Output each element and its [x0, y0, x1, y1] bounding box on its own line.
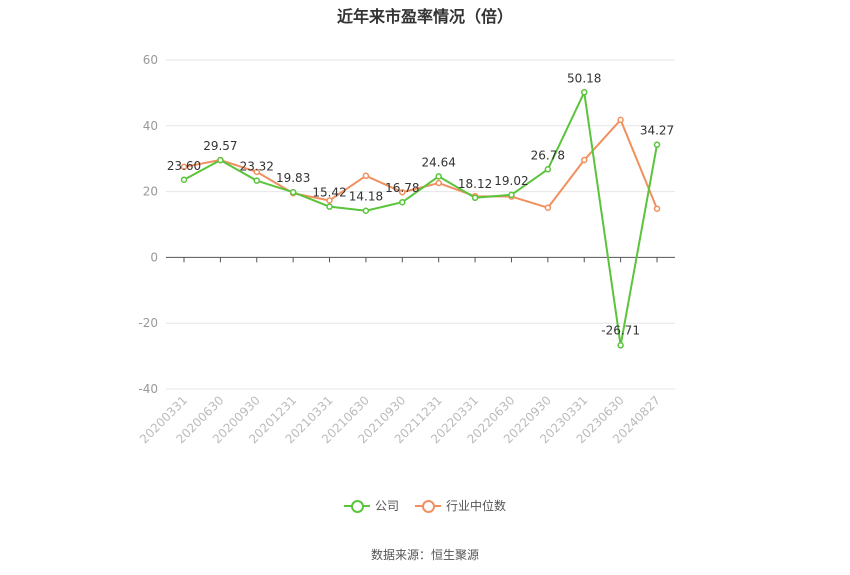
- point-company: [289, 188, 297, 196]
- data-label-company: 15.42: [312, 186, 346, 200]
- y-tick-label: -40: [138, 382, 158, 396]
- legend-label-company: 公司: [374, 499, 399, 513]
- point-industry-median: [544, 204, 552, 211]
- data-label-company: 19.02: [494, 174, 528, 188]
- data-label-company: 14.18: [349, 190, 383, 204]
- series-layer: [180, 89, 661, 349]
- point-company: [508, 191, 515, 199]
- data-label-company: 16.78: [385, 181, 419, 195]
- point-company: [253, 177, 261, 184]
- legend-item-industry-median[interactable]: 行业中位数: [415, 497, 506, 514]
- y-tick-label: 40: [143, 119, 158, 133]
- point-company: [326, 203, 333, 210]
- point-company: [217, 156, 224, 164]
- data-label-company: 34.27: [640, 124, 674, 138]
- data-label-company: -26.71: [601, 323, 640, 337]
- point-company: [362, 207, 370, 214]
- source-note: 数据来源：恒生聚源: [370, 548, 479, 562]
- data-label-company: 26.78: [531, 148, 565, 162]
- point-company: [653, 141, 661, 148]
- point-industry-median: [326, 197, 333, 204]
- data-label-company: 24.64: [422, 155, 456, 169]
- point-company: [580, 89, 588, 96]
- point-company: [617, 342, 624, 349]
- data-label-company: 23.60: [167, 159, 201, 173]
- point-company: [471, 194, 479, 202]
- point-company: [544, 166, 552, 173]
- data-label-company: 50.18: [567, 71, 601, 85]
- legend-label-industry-median: 行业中位数: [446, 499, 507, 513]
- y-tick-label: 0: [150, 250, 158, 264]
- point-industry-median: [180, 163, 188, 171]
- legend-item-company[interactable]: 公司: [343, 497, 399, 514]
- point-industry-median: [653, 205, 661, 212]
- series-line-company: [183, 91, 658, 347]
- data-label-company: 29.57: [203, 139, 237, 153]
- point-company: [435, 173, 442, 180]
- legend-swatch-industry-median: [415, 499, 441, 513]
- grid-lines: [166, 59, 675, 390]
- point-company: [399, 198, 406, 206]
- y-tick-label: -20: [138, 316, 158, 330]
- point-industry-median: [399, 189, 406, 196]
- point-industry-median: [253, 168, 261, 176]
- axes: -40-200204060202003312020063020200930202…: [137, 53, 663, 446]
- legend: 公司 行业中位数: [0, 497, 850, 514]
- point-company: [180, 176, 188, 184]
- point-industry-median: [362, 172, 370, 180]
- data-label-company: 18.12: [458, 177, 492, 191]
- point-industry-median: [580, 156, 588, 164]
- y-tick-label: 20: [143, 185, 158, 199]
- series-line-industry-median: [183, 118, 658, 210]
- y-tick-label: 60: [143, 53, 158, 67]
- point-industry-median: [435, 179, 442, 187]
- chart-title: 近年来市盈率情况（倍）: [336, 7, 513, 26]
- legend-swatch-company: [343, 499, 370, 513]
- point-industry-median: [617, 116, 624, 124]
- data-label-company: 23.32: [240, 160, 274, 174]
- data-label-company: 19.83: [276, 171, 310, 185]
